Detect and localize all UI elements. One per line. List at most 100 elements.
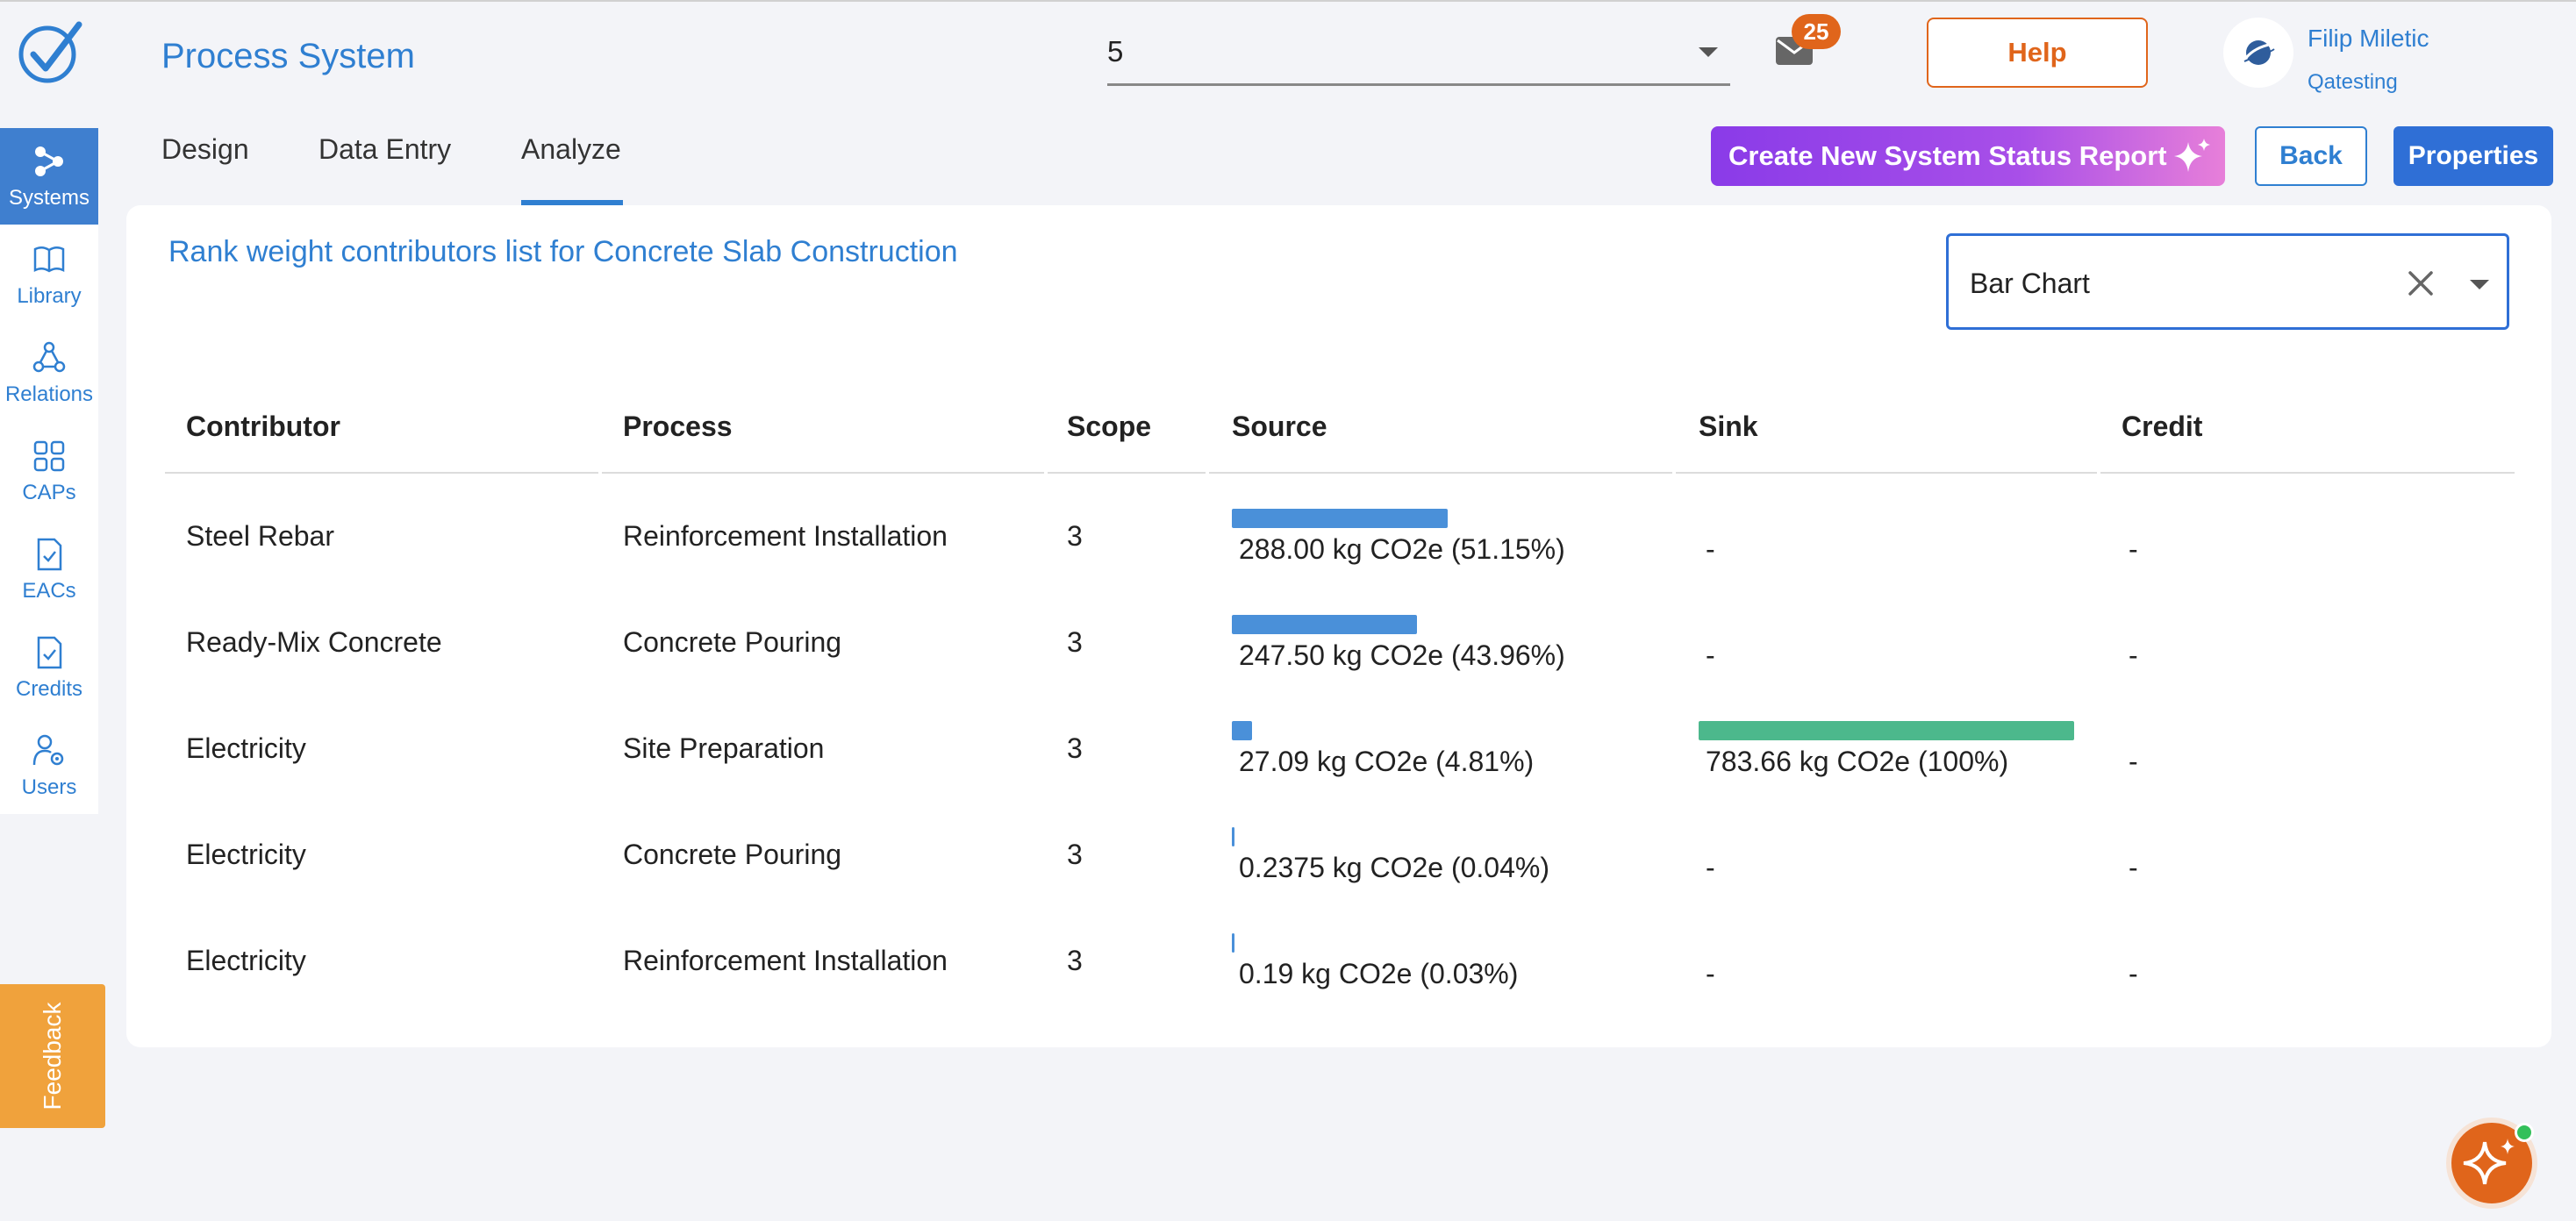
create-status-report-button[interactable]: Create New System Status Report [1711, 126, 2225, 186]
document-check-icon [37, 636, 62, 669]
cell-contributor: Electricity [186, 945, 306, 976]
document-check-icon [37, 538, 62, 571]
top-bar: Process System 5 25 Help Filip Miletic Q… [0, 0, 2576, 118]
tab-data-entry[interactable]: Data Entry [318, 133, 452, 165]
cell-contributor: Electricity [186, 839, 306, 870]
user-org[interactable]: Qatesting [2308, 70, 2398, 94]
sidebar-item-label: CAPs [22, 481, 76, 504]
sidebar-item-label: Relations [4, 382, 94, 406]
cell-scope: 3 [1067, 839, 1083, 870]
sidebar-item-credits[interactable]: Credits [0, 619, 98, 716]
app-logo-icon[interactable] [14, 18, 84, 88]
header-divider [602, 472, 1044, 474]
page-title: Rank weight contributors list for Concre… [168, 235, 958, 268]
source-bar [1232, 721, 1253, 740]
close-icon[interactable] [2405, 268, 2436, 299]
source-bar [1232, 933, 1234, 953]
online-status-indicator [2515, 1123, 2534, 1142]
chart-type-select[interactable]: Bar Chart [1946, 233, 2509, 330]
chevron-down-icon[interactable] [2470, 280, 2489, 289]
book-icon [33, 246, 65, 273]
feedback-label: Feedback [39, 1002, 66, 1110]
users-gear-icon [32, 734, 64, 766]
sidebar-item-caps[interactable]: CAPs [0, 423, 98, 519]
mail-count-badge: 25 [1792, 14, 1841, 49]
sparkle-icon [2174, 139, 2210, 172]
sidebar-item-label: Users [21, 775, 77, 799]
cell-source-value: 0.2375 kg CO2e (0.04%) [1239, 852, 1549, 883]
cell-process: Reinforcement Installation [623, 945, 948, 976]
cell-contributor: Ready-Mix Concrete [186, 626, 442, 658]
sidebar-item-relations[interactable]: Relations [0, 325, 98, 421]
cell-credit: - [2129, 746, 2138, 777]
header-divider [2100, 472, 2515, 474]
sidebar-item-label: Library [17, 284, 82, 308]
cell-source-value: 288.00 kg CO2e (51.15%) [1239, 533, 1565, 565]
back-button[interactable]: Back [2255, 126, 2367, 186]
version-select[interactable]: 5 [1107, 25, 1730, 86]
systems-icon [35, 146, 63, 176]
properties-button[interactable]: Properties [2394, 126, 2553, 186]
sidebar: Systems Library Relations CAPs EACs [0, 128, 98, 814]
sidebar-item-library[interactable]: Library [0, 226, 98, 323]
cell-contributor: Steel Rebar [186, 520, 334, 552]
sidebar-item-eacs[interactable]: EACs [0, 521, 98, 618]
source-bar [1232, 615, 1417, 634]
user-name[interactable]: Filip Miletic [2308, 25, 2429, 52]
cell-sink-value: - [1706, 639, 1715, 671]
globe-icon [2243, 40, 2275, 65]
relations-icon [32, 341, 66, 373]
cell-source-value: 247.50 kg CO2e (43.96%) [1239, 639, 1565, 671]
cell-sink-value: - [1706, 852, 1715, 883]
sidebar-item-users[interactable]: Users [0, 718, 98, 814]
column-header-source[interactable]: Source [1232, 411, 1327, 442]
column-header-scope[interactable]: Scope [1067, 411, 1152, 442]
active-tab-indicator [521, 200, 623, 205]
sidebar-item-label: Credits [15, 677, 83, 701]
chart-type-select-value: Bar Chart [1970, 268, 2090, 299]
chevron-down-icon [1699, 47, 1718, 57]
cell-credit: - [2129, 958, 2138, 989]
cell-sink-value: - [1706, 533, 1715, 565]
cell-process: Site Preparation [623, 732, 825, 764]
cell-sink-value: 783.66 kg CO2e (100%) [1706, 746, 2009, 777]
header-divider [1209, 472, 1672, 474]
cell-credit: - [2129, 533, 2138, 565]
cell-process: Concrete Pouring [623, 626, 842, 658]
cell-contributor: Electricity [186, 732, 306, 764]
tab-analyze[interactable]: Analyze [521, 133, 621, 165]
cell-credit: - [2129, 639, 2138, 671]
header-divider [1676, 472, 2097, 474]
cell-process: Reinforcement Installation [623, 520, 948, 552]
cell-process: Concrete Pouring [623, 839, 842, 870]
source-bar [1232, 509, 1448, 528]
column-header-credit[interactable]: Credit [2122, 411, 2203, 442]
header-divider [165, 472, 598, 474]
create-status-report-label: Create New System Status Report [1728, 140, 2167, 171]
avatar[interactable] [2223, 18, 2293, 88]
cell-scope: 3 [1067, 520, 1083, 552]
help-button[interactable]: Help [1927, 18, 2148, 88]
cell-scope: 3 [1067, 945, 1083, 976]
column-header-process[interactable]: Process [623, 411, 733, 442]
sidebar-item-label: EACs [22, 579, 76, 603]
sidebar-item-systems[interactable]: Systems [0, 128, 98, 225]
tab-design[interactable]: Design [161, 133, 249, 165]
source-bar [1232, 827, 1234, 846]
cell-scope: 3 [1067, 626, 1083, 658]
column-header-contributor[interactable]: Contributor [186, 411, 340, 442]
cell-sink-value: - [1706, 958, 1715, 989]
app-title: Process System [161, 37, 415, 75]
feedback-button[interactable]: Feedback [0, 984, 105, 1128]
version-select-value: 5 [1107, 35, 1124, 68]
column-header-sink[interactable]: Sink [1699, 411, 1758, 442]
grid-icon [33, 440, 65, 472]
cell-scope: 3 [1067, 732, 1083, 764]
cell-source-value: 0.19 kg CO2e (0.03%) [1239, 958, 1519, 989]
header-divider [1048, 472, 1206, 474]
sink-bar [1699, 721, 2074, 740]
sparkle-icon [2463, 1139, 2515, 1185]
cell-credit: - [2129, 852, 2138, 883]
sidebar-item-label: Systems [8, 186, 89, 210]
cell-source-value: 27.09 kg CO2e (4.81%) [1239, 746, 1535, 777]
